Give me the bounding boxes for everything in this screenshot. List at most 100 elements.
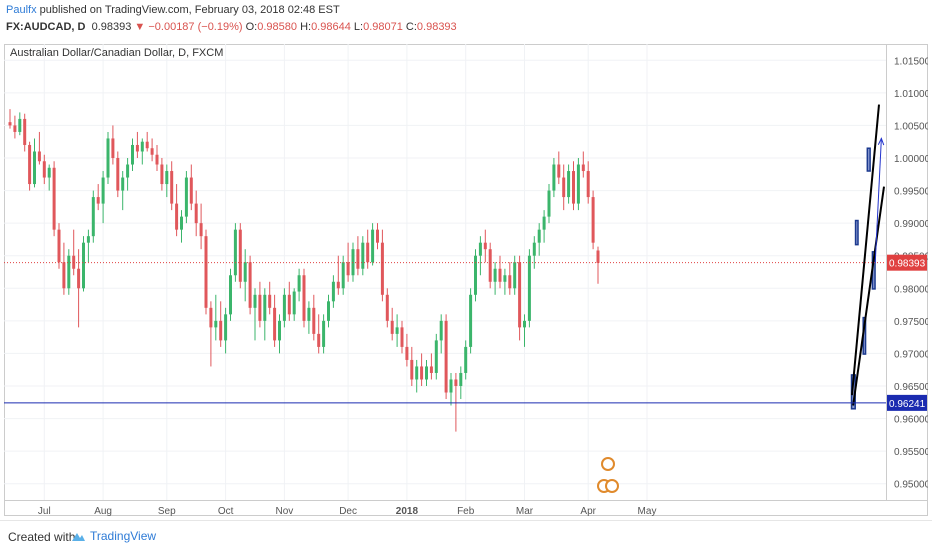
- candle-body: [493, 268, 497, 282]
- candle: [429, 353, 433, 380]
- candle-body: [410, 359, 414, 380]
- candle-body: [224, 314, 228, 341]
- price-chart[interactable]: 1.01500 1.01000 1.00500 1.00000 0.99500 0.990…: [4, 44, 928, 516]
- price-axis: 1.01500 1.01000 1.00500 1.00000 0.99500 0.990…: [887, 56, 928, 491]
- publish-text: published on TradingView.com, February 0…: [39, 4, 340, 16]
- candle-body: [454, 379, 458, 386]
- candle-body: [91, 197, 95, 237]
- candle-body: [469, 294, 473, 347]
- candle-body: [317, 333, 321, 347]
- candle: [282, 288, 286, 328]
- candle-body: [282, 294, 286, 321]
- candle: [532, 236, 536, 269]
- candle-body: [307, 307, 311, 321]
- candle: [562, 164, 566, 211]
- candle: [410, 346, 414, 386]
- time-tick-label: Sep: [158, 506, 176, 516]
- candle: [405, 333, 409, 367]
- candle: [67, 249, 71, 295]
- candle: [209, 301, 213, 367]
- candle-body: [542, 216, 546, 230]
- candle: [444, 314, 448, 400]
- candle: [420, 353, 424, 386]
- candle-body: [434, 340, 438, 373]
- candle: [243, 249, 247, 302]
- candle-body: [572, 171, 575, 204]
- candle-body: [474, 255, 477, 295]
- candle-body: [82, 242, 85, 289]
- candle: [189, 164, 193, 211]
- event-icons[interactable]: [597, 457, 619, 493]
- arrowhead-icon: [877, 137, 885, 146]
- time-axis: Jul Aug Sep Oct Nov Dec 2018 Feb Mar Apr May: [38, 506, 657, 516]
- candle: [478, 236, 482, 276]
- candle-body: [523, 320, 526, 328]
- candle-body: [47, 167, 51, 178]
- candle: [307, 301, 311, 334]
- candle: [278, 314, 281, 354]
- candle: [395, 314, 399, 347]
- candle: [62, 242, 66, 295]
- candle: [18, 112, 22, 136]
- candle-body: [322, 320, 326, 347]
- candle: [233, 223, 237, 282]
- candle-body: [189, 177, 193, 204]
- candle-body: [557, 164, 561, 178]
- candle-body: [302, 275, 306, 321]
- candle-body: [488, 249, 492, 282]
- event-flag-icon[interactable]: [601, 457, 615, 471]
- cloud-icon: [72, 533, 85, 541]
- candle-body: [184, 177, 188, 217]
- candle: [287, 281, 291, 321]
- candle-body: [263, 294, 267, 321]
- candle: [8, 109, 12, 129]
- time-tick-label: Feb: [457, 506, 475, 516]
- candle: [121, 171, 125, 211]
- candle: [52, 161, 56, 237]
- price-tick-label: 1.00000: [894, 154, 928, 165]
- price-tick-label: 0.98000: [894, 284, 928, 295]
- time-tick-label: 2018: [396, 506, 419, 516]
- low-label: L:: [353, 21, 364, 33]
- grid-lines: [4, 44, 886, 500]
- candle-body: [586, 171, 590, 198]
- candle: [116, 151, 120, 198]
- candle-body: [86, 236, 90, 243]
- candle-body: [331, 281, 335, 302]
- candle-body: [552, 164, 556, 191]
- candle: [33, 138, 36, 188]
- candle: [449, 372, 453, 406]
- candle-body: [429, 366, 433, 373]
- candle-body: [449, 379, 453, 393]
- candle-body: [150, 148, 154, 155]
- candle: [469, 288, 473, 354]
- candle-body: [591, 197, 595, 243]
- candle-body: [111, 138, 115, 158]
- candle-body: [33, 151, 36, 185]
- candle-body: [140, 141, 144, 152]
- candle-body: [253, 294, 257, 308]
- open-value: 0.98580: [257, 21, 297, 33]
- candle-body: [459, 372, 463, 386]
- candle: [518, 255, 522, 341]
- candle: [361, 236, 365, 276]
- price-tick-label: 0.95500: [894, 447, 928, 458]
- change-down-icon: ▼: [134, 21, 146, 33]
- price-tick-label: 0.97000: [894, 349, 928, 360]
- candle-body: [18, 118, 22, 132]
- candle: [547, 184, 551, 224]
- candle: [91, 190, 95, 243]
- footer: Created with TradingView: [0, 520, 932, 551]
- event-flag-icon[interactable]: [605, 479, 619, 493]
- time-tick-label: May: [638, 506, 657, 516]
- author-link[interactable]: Paulfx: [6, 4, 37, 16]
- candle: [292, 288, 296, 321]
- chart-title: Australian Dollar/Canadian Dollar, D, FX…: [10, 47, 224, 59]
- candle-body: [229, 275, 232, 315]
- drawings: [4, 104, 886, 410]
- tradingview-logo[interactable]: TradingView: [68, 529, 156, 543]
- candle-body: [194, 203, 198, 224]
- candle: [322, 314, 326, 354]
- candle: [493, 262, 497, 295]
- price-change: −0.00187 (−0.19%): [148, 21, 243, 33]
